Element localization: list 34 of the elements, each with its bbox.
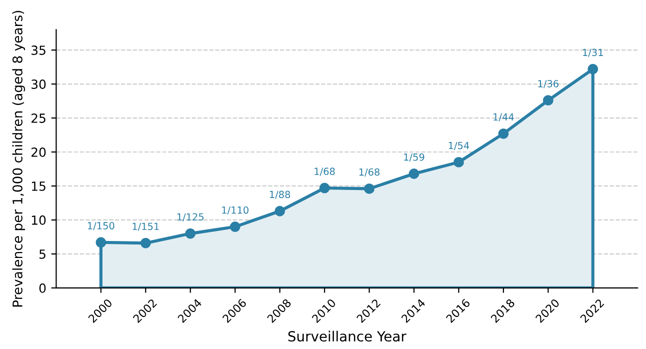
data-label: 1/68 — [359, 168, 380, 176]
y-tick-label: 15 — [32, 182, 46, 191]
y-tick-label: 10 — [32, 215, 46, 225]
y-axis-title: Prevalence per 1,000 children (aged 8 years) — [12, 10, 26, 307]
data-label: 1/44 — [494, 113, 514, 122]
y-tick-label: 20 — [31, 147, 46, 157]
point — [274, 206, 286, 216]
data-label: 1/68 — [314, 168, 335, 176]
data-label: 1/88 — [270, 190, 290, 199]
y-tick-label: 0 — [39, 283, 46, 293]
x-axis-title: Surveillance Year — [288, 330, 406, 342]
point — [408, 168, 420, 179]
point — [454, 156, 464, 168]
data-label: 1/125 — [177, 213, 204, 222]
point — [498, 128, 509, 139]
point — [230, 222, 240, 232]
data-label: 1/150 — [88, 222, 114, 230]
point — [185, 228, 196, 239]
point — [96, 237, 106, 248]
data-label: 1/31 — [583, 48, 603, 57]
y-tick-label: 30 — [32, 80, 46, 89]
data-label: 1/151 — [132, 222, 159, 231]
point — [588, 64, 598, 74]
point — [319, 182, 330, 194]
data-label: 1/59 — [404, 153, 424, 162]
data-label: 1/36 — [538, 80, 558, 88]
point — [364, 183, 374, 194]
data-label: 1/54 — [448, 142, 470, 150]
data-label: 1/110 — [222, 206, 248, 215]
y-tick-label: 25 — [31, 113, 46, 123]
y-tick-label: 35 — [32, 46, 46, 55]
y-tick-label: 5 — [39, 250, 46, 259]
point — [542, 95, 554, 106]
point — [140, 238, 151, 248]
